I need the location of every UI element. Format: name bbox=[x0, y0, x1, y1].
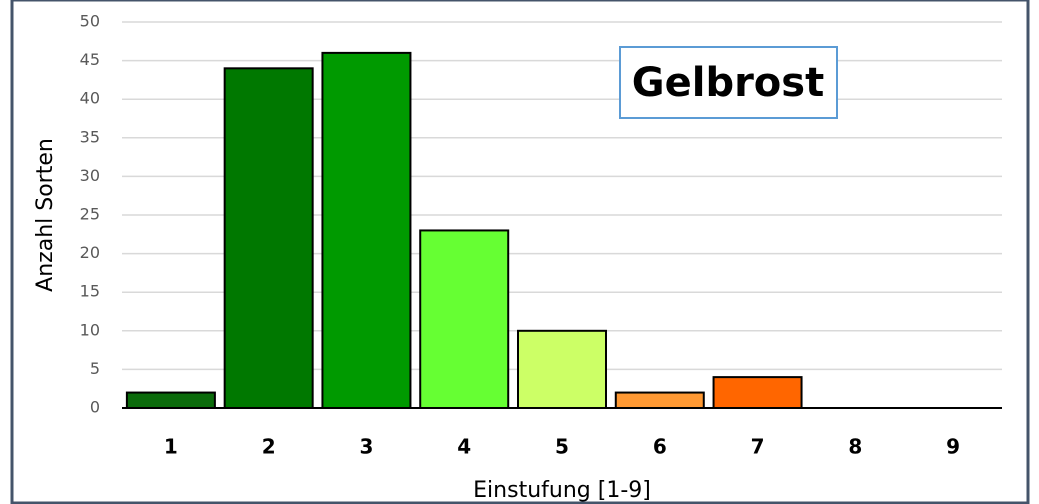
x-tick-label: 7 bbox=[751, 435, 765, 459]
x-tick-label: 6 bbox=[653, 435, 667, 459]
x-tick-label: 1 bbox=[164, 435, 178, 459]
y-tick-label: 50 bbox=[80, 12, 100, 31]
y-tick-label: 5 bbox=[90, 359, 100, 378]
y-tick-label: 35 bbox=[80, 127, 100, 146]
bar bbox=[321, 51, 412, 409]
y-tick-label: 30 bbox=[80, 166, 100, 185]
bar bbox=[223, 67, 314, 409]
frame bbox=[10, 0, 1030, 504]
y-tick-label: 15 bbox=[80, 282, 100, 301]
bar bbox=[712, 376, 803, 409]
y-tick-label: 10 bbox=[80, 320, 100, 339]
bar bbox=[125, 391, 216, 409]
bar bbox=[614, 391, 705, 409]
x-tick-label: 5 bbox=[555, 435, 569, 459]
x-axis-label: Einstufung [1-9] bbox=[473, 478, 651, 503]
x-tick-label: 9 bbox=[946, 435, 960, 459]
y-tick-label: 40 bbox=[80, 89, 100, 108]
x-tick-label: 8 bbox=[848, 435, 862, 459]
x-tick-label: 3 bbox=[359, 435, 373, 459]
y-axis-label: Anzahl Sorten bbox=[33, 138, 58, 292]
annotation-box bbox=[619, 46, 838, 119]
y-tick-label: 20 bbox=[80, 243, 100, 262]
y-tick-label: 0 bbox=[90, 398, 100, 417]
x-tick-label: 4 bbox=[457, 435, 471, 459]
y-tick-label: 45 bbox=[80, 50, 100, 69]
y-tick-label: 25 bbox=[80, 205, 100, 224]
x-tick-label: 2 bbox=[262, 435, 276, 459]
bar bbox=[419, 229, 510, 409]
annotation: Gelbrost bbox=[632, 60, 824, 106]
bar bbox=[517, 329, 607, 409]
